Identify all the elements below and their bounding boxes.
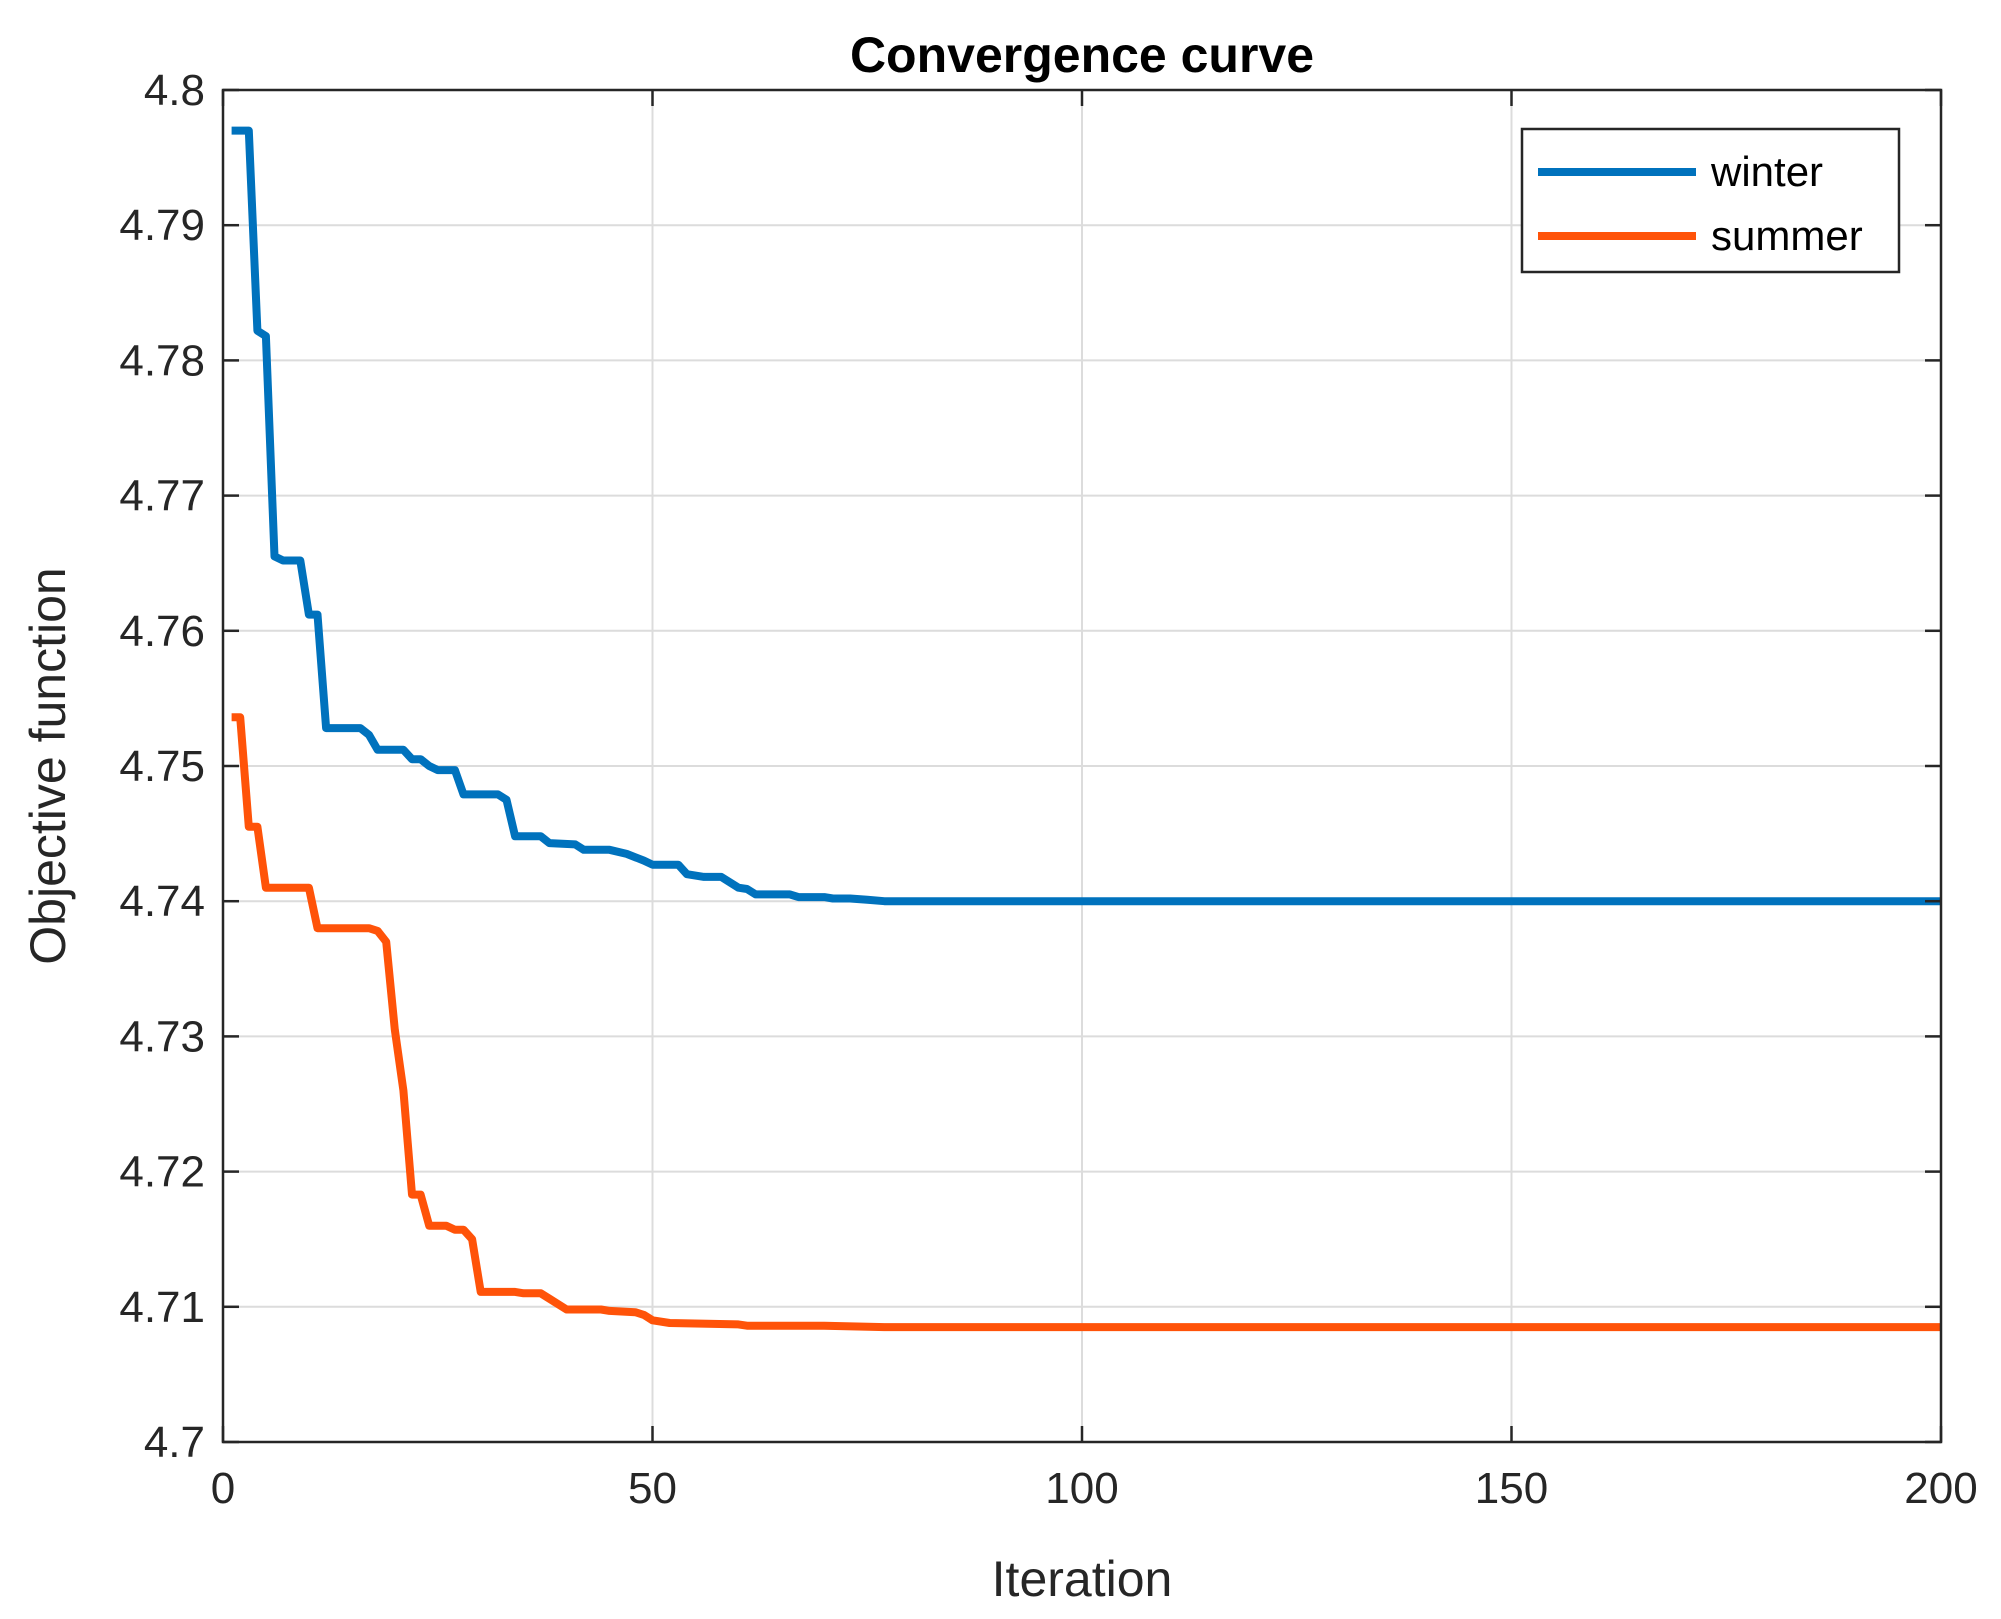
axis-ticks: 0 50 100 150 200 4.7 4.71 4.72 4.73 4.74 4.75 4.76 4… [119, 66, 1977, 1513]
y-tick-label: 4.78 [119, 336, 205, 385]
series-line-summer [231, 713, 1941, 1332]
y-axis-label: Objective function [20, 567, 76, 964]
y-tick-label: 4.75 [119, 742, 205, 791]
x-tick-label: 100 [1045, 1464, 1118, 1513]
y-tick-label: 4.74 [119, 877, 205, 926]
legend-label-winter: winter [1710, 148, 1823, 195]
y-tick-label: 4.77 [119, 472, 205, 521]
legend: winter summer [1520, 127, 1901, 274]
x-tick-label: 200 [1904, 1464, 1977, 1513]
y-tick-label: 4.79 [119, 201, 205, 250]
y-tick-label: 4.76 [119, 607, 205, 656]
legend-label-summer: summer [1711, 212, 1863, 259]
y-tick-label: 4.72 [119, 1148, 205, 1197]
series-lines [231, 126, 1941, 1332]
x-tick-label: 50 [628, 1464, 677, 1513]
y-tick-label: 4.8 [144, 66, 205, 115]
y-tick-label: 4.71 [119, 1283, 205, 1332]
series-line-winter [231, 126, 1941, 906]
y-tick-label: 4.73 [119, 1012, 205, 1061]
x-tick-label: 150 [1475, 1464, 1548, 1513]
x-tick-label: 0 [211, 1464, 235, 1513]
y-tick-label: 4.7 [144, 1418, 205, 1467]
grid-lines [223, 90, 1941, 1442]
legend-box [1520, 127, 1901, 274]
x-axis-label: Iteration [992, 1551, 1173, 1607]
chart-title: Convergence curve [850, 27, 1314, 83]
